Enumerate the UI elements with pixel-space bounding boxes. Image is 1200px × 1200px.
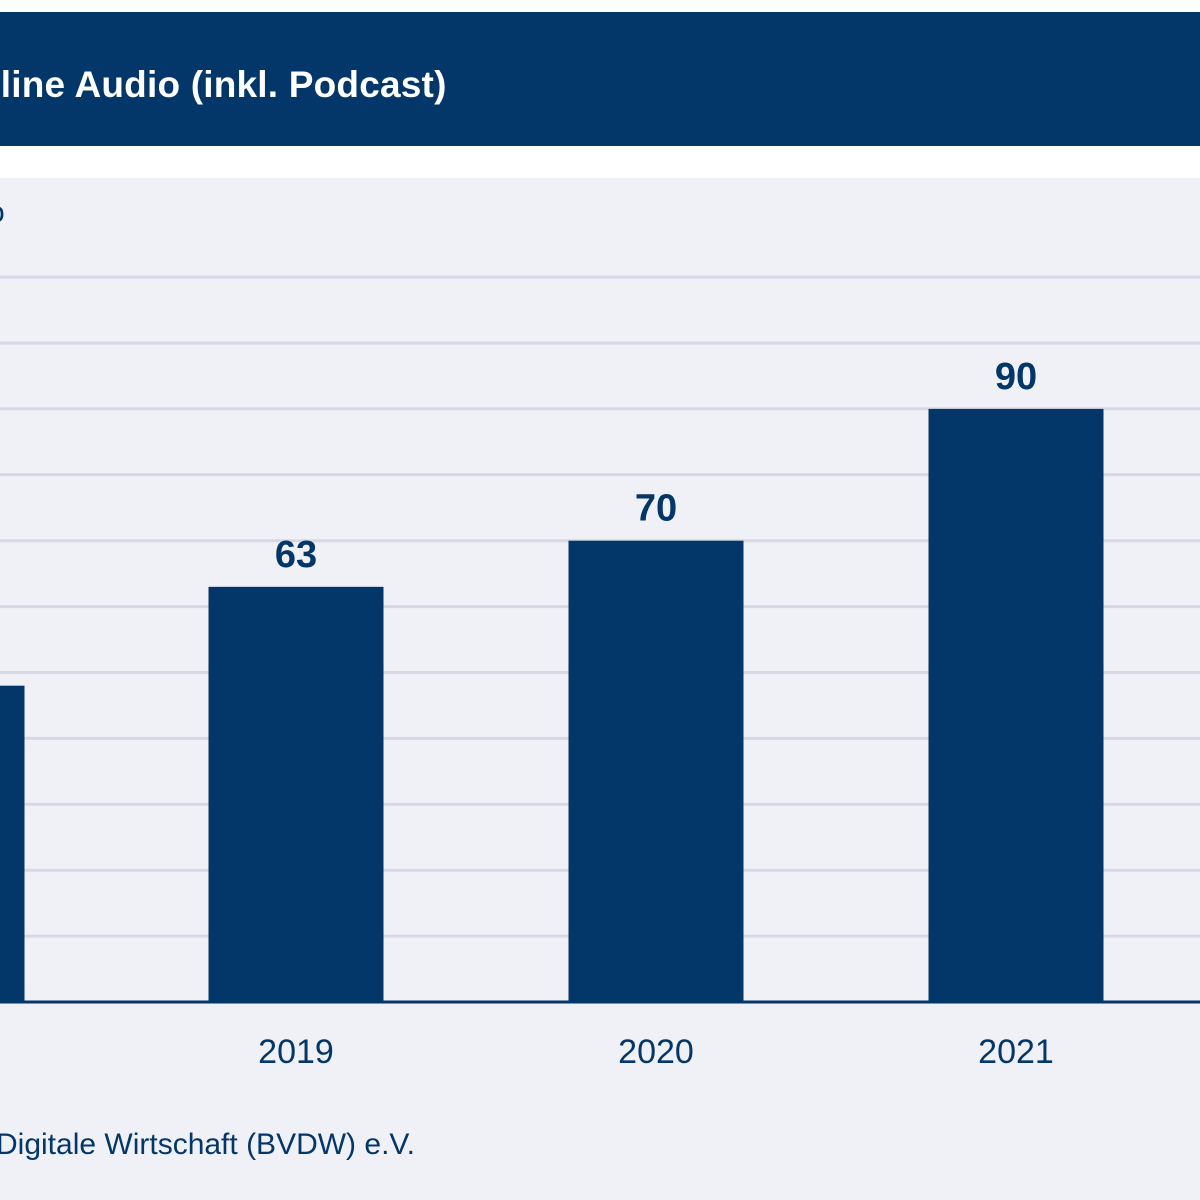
bar-partial <box>0 685 25 1002</box>
top-strip <box>0 0 1200 12</box>
title-bar: nline Audio (inkl. Podcast) <box>0 12 1200 146</box>
chart-title: nline Audio (inkl. Podcast) <box>0 64 447 105</box>
bars <box>0 408 1104 1002</box>
bar-2020 <box>568 540 744 1002</box>
source-note: Digitale Wirtschaft (BVDW) e.V. <box>0 1128 415 1161</box>
value-label-2020: 70 <box>635 488 677 530</box>
value-label-2019: 63 <box>275 534 317 576</box>
x-tick-labels: 2019 2020 2021 <box>258 1033 1054 1071</box>
x-tick-2020: 2020 <box>618 1033 694 1071</box>
bar-2019 <box>208 586 384 1002</box>
unit-label: o <box>0 196 5 230</box>
header-gap <box>0 146 1200 178</box>
x-tick-2021: 2021 <box>978 1033 1054 1071</box>
x-tick-2019: 2019 <box>258 1033 334 1071</box>
value-labels: 63 70 90 <box>275 356 1037 576</box>
value-label-2021: 90 <box>995 356 1037 398</box>
bar-2021 <box>928 408 1104 1002</box>
